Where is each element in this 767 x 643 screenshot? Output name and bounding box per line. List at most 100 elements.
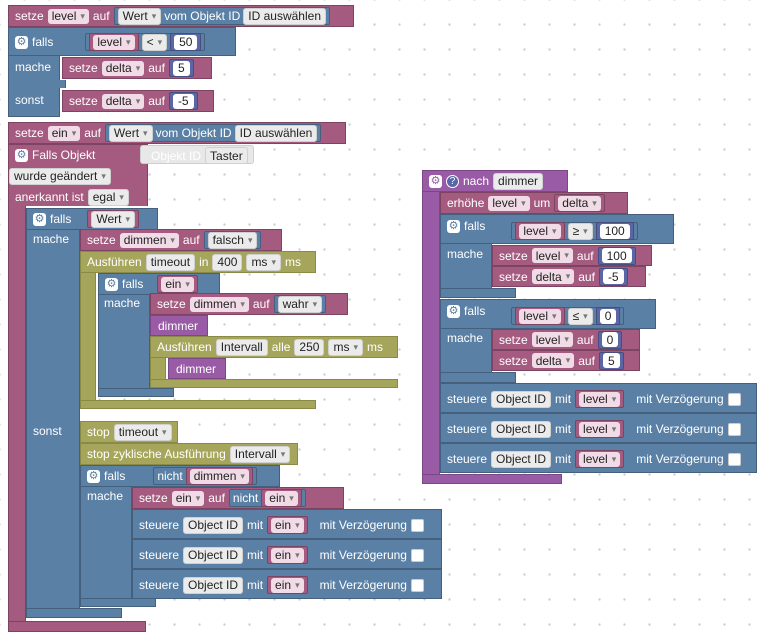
delay-checkbox[interactable] (727, 452, 741, 466)
procedure-dimmer-block[interactable] (422, 170, 440, 484)
gear-icon[interactable]: ⚙ (447, 219, 460, 233)
control-block[interactable]: steuere Object ID mit ein mit Verzögerun… (132, 509, 442, 539)
object-id-field[interactable]: Object ID (491, 450, 552, 468)
compare-block[interactable]: level ≥ 100 (511, 222, 638, 240)
delay-checkbox[interactable] (727, 422, 741, 436)
set-level-block[interactable]: setze level auf 0 (492, 329, 640, 350)
gear-icon[interactable]: ⚙ (33, 212, 46, 226)
level-var-block[interactable]: level (89, 33, 139, 51)
number-block[interactable]: -5 (168, 92, 198, 110)
ein-var-block[interactable]: ein (267, 576, 308, 594)
timeout-dropdown[interactable]: timeout (113, 423, 172, 441)
variable-dropdown-level[interactable]: level (579, 451, 621, 467)
get-value-block[interactable]: Wert vom Objekt ID ID auswählen (113, 7, 330, 25)
control-block[interactable]: steuere Object ID mit level mit Verzöger… (440, 413, 757, 443)
change-level-block[interactable]: erhöhe level um delta (440, 192, 628, 214)
number-block[interactable]: 100 (595, 222, 634, 240)
set-ein-block[interactable]: setze ein auf nicht ein (132, 487, 344, 509)
number-field[interactable]: -5 (602, 269, 624, 284)
interval-field[interactable]: 250 (294, 338, 325, 356)
delay-field[interactable]: 400 (212, 253, 243, 271)
value-dropdown[interactable]: Wert (117, 7, 162, 25)
variable-dropdown-delta[interactable]: delta (101, 60, 145, 76)
ein-var-block[interactable]: ein (261, 489, 302, 507)
variable-dropdown-delta[interactable]: delta (101, 93, 145, 109)
timeout-block[interactable] (80, 251, 96, 409)
gear-icon[interactable]: ⚙ (429, 174, 442, 188)
object-id-field[interactable]: Object ID (183, 546, 244, 564)
set-level-block[interactable]: setze level auf 100 (492, 245, 652, 266)
variable-dropdown-level[interactable]: level (93, 34, 135, 50)
procedure-name-field[interactable]: dimmer (493, 172, 544, 190)
variable-dropdown-delta[interactable]: delta (558, 195, 601, 211)
dimmen-var-block[interactable]: dimmen (185, 467, 253, 485)
level-var-block[interactable]: level (575, 450, 625, 468)
variable-dropdown-level[interactable]: level (579, 391, 621, 407)
variable-dropdown-delta[interactable]: delta (531, 269, 575, 284)
objekt-id-field[interactable]: Taster (205, 147, 248, 164)
object-id-field[interactable]: Object ID (183, 576, 244, 594)
variable-dropdown-dimmen[interactable]: dimmen (189, 468, 249, 484)
variable-dropdown-level[interactable]: level (519, 308, 561, 324)
set-delta-block[interactable]: setze delta auf 5 (62, 57, 212, 79)
compare-block[interactable]: level < 50 (85, 33, 206, 51)
set-level-block[interactable]: setze level auf Wert vom Objekt ID ID au… (8, 5, 354, 27)
variable-dropdown-ein[interactable]: ein (271, 547, 304, 563)
gear-icon[interactable]: ⚙ (15, 148, 28, 162)
set-delta-block[interactable]: setze delta auf -5 (62, 90, 214, 112)
gear-icon[interactable]: ⚙ (447, 304, 460, 318)
level-var-block[interactable]: level (575, 420, 625, 438)
id-select-field[interactable]: ID auswählen (243, 7, 326, 25)
variable-dropdown-level[interactable]: level (519, 223, 561, 239)
variable-dropdown-level[interactable]: level (531, 248, 573, 263)
ack-dropdown[interactable]: egal (87, 188, 129, 206)
not-block[interactable]: nicht ein (228, 489, 306, 507)
dimmer-call-block[interactable]: dimmer (168, 358, 226, 379)
number-block[interactable]: 5 (168, 59, 194, 77)
set-dimmen-block[interactable]: setze dimmen auf falsch (80, 229, 282, 251)
operator-dropdown[interactable]: < (141, 33, 168, 51)
ein-var-block[interactable]: ein (267, 546, 308, 564)
falls-objekt-block[interactable] (8, 144, 26, 632)
delay-checkbox[interactable] (410, 548, 424, 562)
not-block[interactable]: nicht dimmen (153, 467, 257, 485)
value-dropdown[interactable]: Wert (91, 210, 135, 228)
number-block[interactable]: 0 (595, 307, 621, 325)
gear-icon[interactable]: ⚙ (105, 277, 118, 291)
variable-dropdown-ein[interactable]: ein (171, 490, 205, 506)
objekt-id-ghost-block[interactable]: Objekt ID Taster (140, 145, 254, 164)
bool-dropdown[interactable]: falsch (207, 231, 258, 249)
number-block[interactable]: -5 (598, 267, 628, 286)
set-ein-block[interactable]: setze ein auf Wert vom Objekt ID ID ausw… (8, 122, 346, 144)
help-icon[interactable]: ? (446, 174, 459, 188)
unit-dropdown[interactable]: ms (246, 253, 281, 271)
variable-dropdown-ein[interactable]: ein (265, 490, 298, 506)
delay-checkbox[interactable] (410, 518, 424, 532)
operator-dropdown[interactable]: ≤ (567, 307, 593, 325)
number-field[interactable]: 5 (602, 353, 620, 368)
number-field[interactable]: 0 (599, 308, 617, 324)
interval-name-field[interactable]: Intervall (215, 338, 268, 356)
variable-dropdown-ein[interactable]: ein (47, 125, 81, 141)
dimmer-call-block[interactable]: dimmer (150, 315, 208, 336)
control-block[interactable]: steuere Object ID mit level mit Verzöger… (440, 443, 757, 473)
set-delta-block[interactable]: setze delta auf 5 (492, 350, 640, 371)
gear-icon[interactable]: ⚙ (87, 469, 100, 483)
set-dimmen-block[interactable]: setze dimmen auf wahr (150, 293, 348, 315)
number-field[interactable]: 100 (599, 223, 630, 239)
level-var-block[interactable]: level (575, 390, 625, 408)
variable-dropdown-level[interactable]: level (488, 195, 530, 211)
change-mode-dropdown[interactable]: wurde geändert (9, 167, 111, 185)
get-value-block[interactable]: Wert vom Objekt ID ID auswählen (104, 124, 322, 142)
delay-checkbox[interactable] (410, 578, 424, 592)
number-field[interactable]: 0 (601, 332, 619, 347)
number-block[interactable]: 100 (597, 246, 636, 265)
timeout-name-field[interactable]: timeout (145, 253, 196, 271)
object-id-field[interactable]: Object ID (491, 390, 552, 408)
level-var-block[interactable]: level (515, 222, 565, 240)
unit-dropdown[interactable]: ms (328, 338, 363, 356)
control-block[interactable]: steuere Object ID mit level mit Verzöger… (440, 383, 757, 413)
bool-block[interactable]: falsch (203, 231, 262, 249)
number-field[interactable]: 5 (172, 60, 190, 76)
value-dropdown[interactable]: Wert (108, 124, 153, 142)
